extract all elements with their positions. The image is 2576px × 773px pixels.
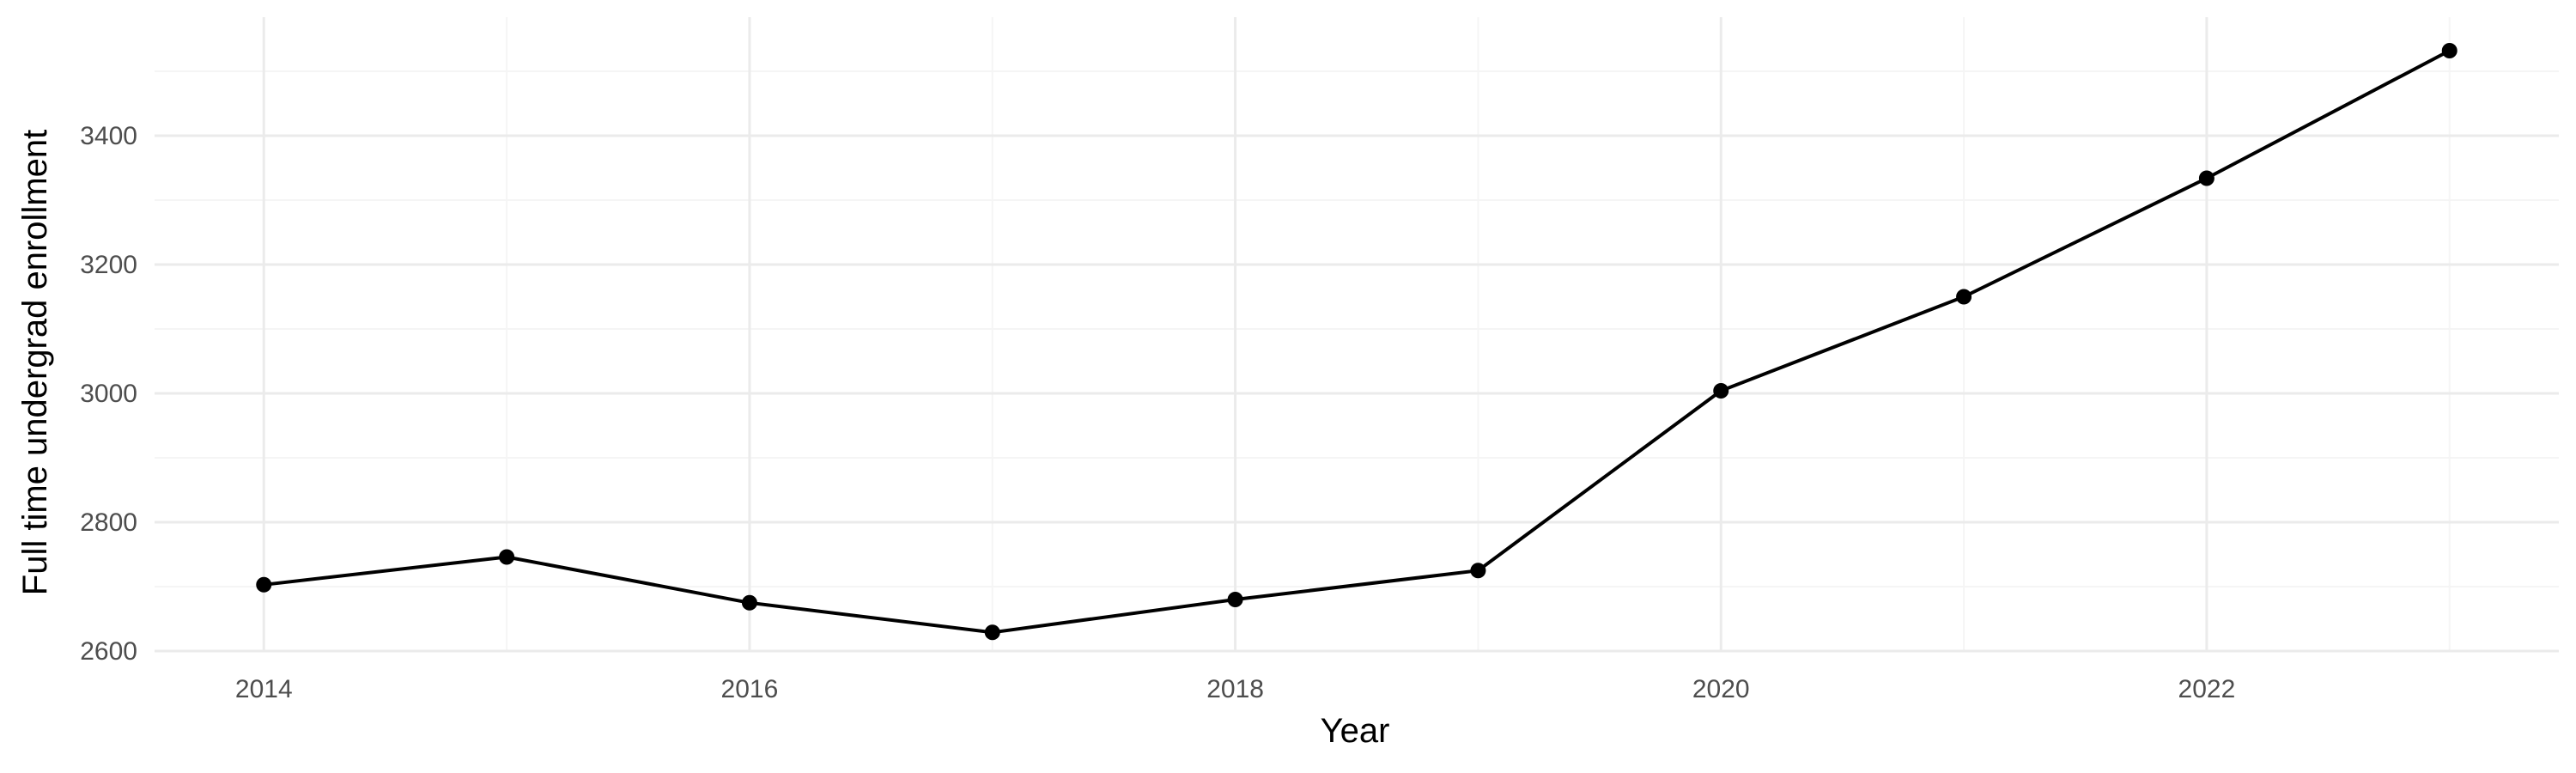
x-tick-label: 2014 <box>235 675 293 703</box>
y-tick-label: 3000 <box>80 380 137 408</box>
data-point <box>741 594 757 611</box>
series-line <box>264 49 2451 635</box>
data-point <box>499 549 515 565</box>
x-tick-labels: 2014 2016 2018 2020 2022 <box>235 675 2235 703</box>
data-point <box>984 624 1000 641</box>
y-axis-title: Full time undergrad enrollment <box>16 130 54 595</box>
data-point <box>256 576 272 593</box>
x-tick-label: 2020 <box>1692 675 1750 703</box>
x-tick-label: 2022 <box>2178 675 2236 703</box>
series-layer <box>256 43 2458 641</box>
y-tick-label: 2800 <box>80 508 137 537</box>
y-tick-labels: 2600 2800 3000 3200 3400 <box>80 122 137 666</box>
y-tick-label: 2600 <box>80 637 137 666</box>
grid-minor <box>155 17 2559 651</box>
x-tick-label: 2018 <box>1206 675 1264 703</box>
data-point <box>1470 563 1486 579</box>
x-axis-title: Year <box>1321 712 1390 750</box>
y-tick-label: 3200 <box>80 251 137 279</box>
x-tick-label: 2016 <box>721 675 779 703</box>
data-point <box>1956 289 1972 305</box>
data-point <box>2441 43 2458 58</box>
y-tick-label: 3400 <box>80 122 137 150</box>
grid-major <box>155 17 2559 653</box>
data-point <box>2198 170 2215 186</box>
data-point <box>1713 383 1729 399</box>
data-point <box>1227 592 1243 607</box>
